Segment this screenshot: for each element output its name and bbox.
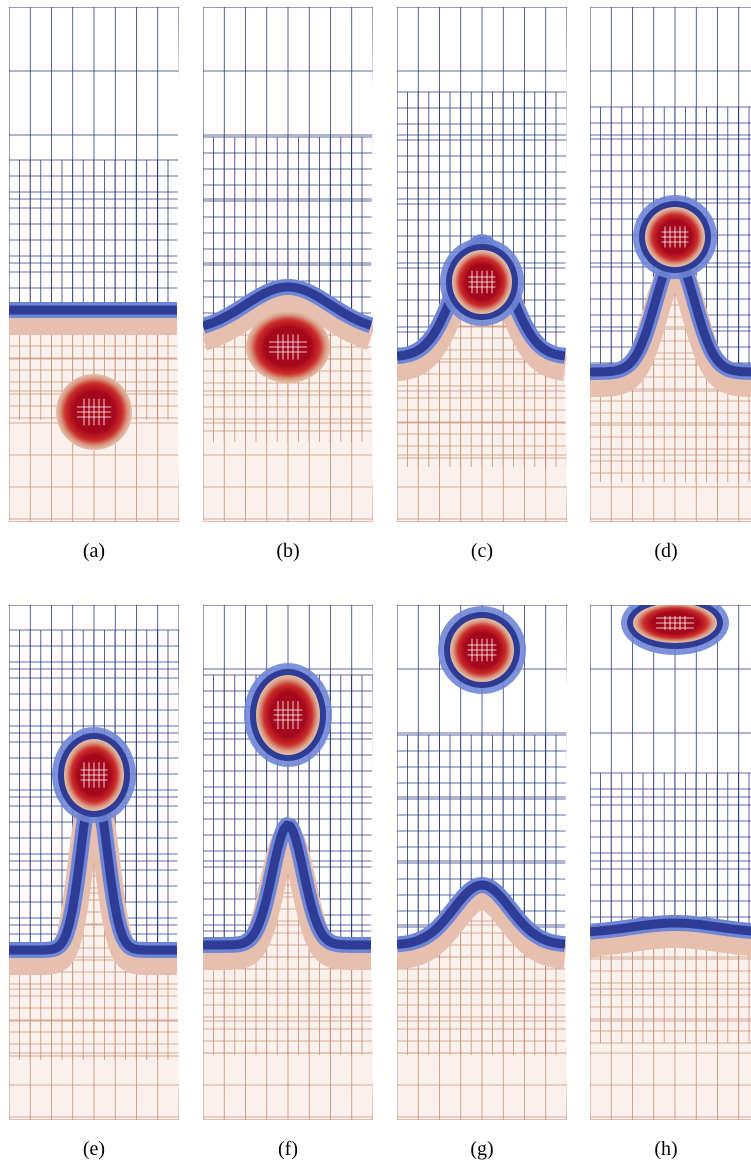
- simulation-mesh-c: [397, 7, 567, 522]
- caption-h: (h): [654, 1138, 678, 1160]
- panel-e: [9, 605, 179, 1120]
- panel-a: [9, 7, 179, 522]
- simulation-mesh-b: [203, 7, 373, 522]
- caption-g: (g): [470, 1138, 494, 1160]
- simulation-mesh-h: [590, 605, 751, 1120]
- caption-f: (f): [278, 1138, 298, 1160]
- panel-c: [397, 7, 567, 522]
- caption-e: (e): [82, 1138, 106, 1160]
- caption-c: (c): [470, 540, 494, 562]
- simulation-mesh-e: [9, 605, 179, 1120]
- panel-g: [397, 605, 567, 1120]
- caption-a: (a): [82, 540, 106, 562]
- panel-h: [590, 605, 751, 1120]
- caption-b: (b): [276, 540, 300, 562]
- caption-d: (d): [654, 540, 678, 562]
- simulation-mesh-g: [397, 605, 567, 1120]
- simulation-mesh-a: [9, 7, 179, 522]
- panel-d: [590, 7, 751, 522]
- panel-b: [203, 7, 373, 522]
- panel-f: [203, 605, 373, 1120]
- simulation-mesh-f: [203, 605, 373, 1120]
- simulation-mesh-d: [590, 7, 751, 522]
